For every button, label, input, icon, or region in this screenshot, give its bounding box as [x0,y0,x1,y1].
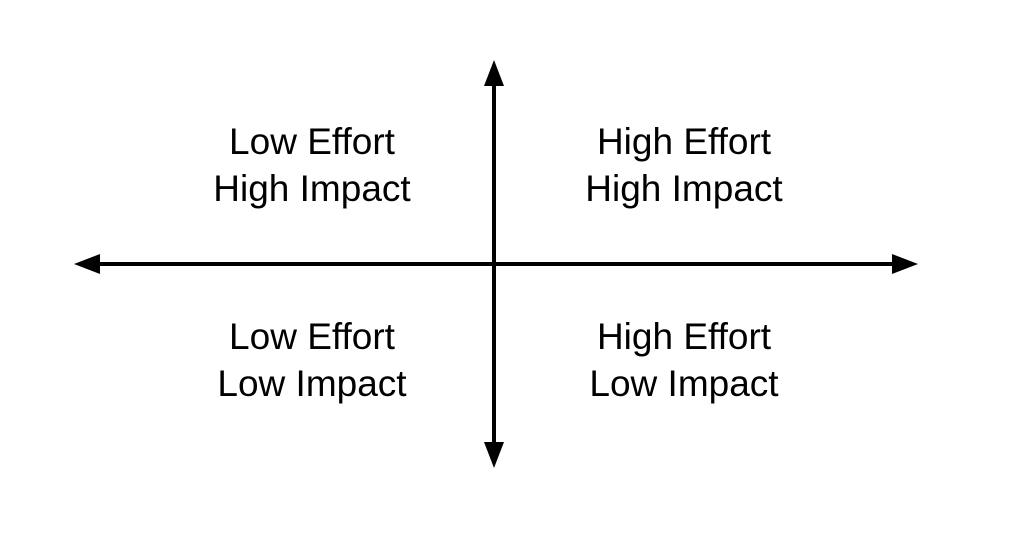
quadrant-effort-label: High Effort [596,316,772,357]
right-arrowhead-icon [892,254,918,274]
quadrant-top-left: Low Effort High Impact [152,118,472,212]
quadrant-effort-label: High Effort [596,121,772,162]
quadrant-impact-label: High Impact [213,168,411,209]
quadrant-effort-label: Low Effort [229,316,395,357]
quadrant-impact-label: Low Impact [217,363,407,404]
quadrant-bottom-left: Low Effort Low Impact [152,313,472,407]
quadrant-impact-label: High Impact [585,168,783,209]
left-arrowhead-icon [74,254,100,274]
down-arrowhead-icon [484,442,504,468]
quadrant-impact-label: Low Impact [589,363,779,404]
quadrant-bottom-right: High Effort Low Impact [524,313,844,407]
up-arrowhead-icon [484,60,504,86]
quadrant-top-right: High Effort High Impact [524,118,844,212]
quadrant-effort-label: Low Effort [229,121,395,162]
